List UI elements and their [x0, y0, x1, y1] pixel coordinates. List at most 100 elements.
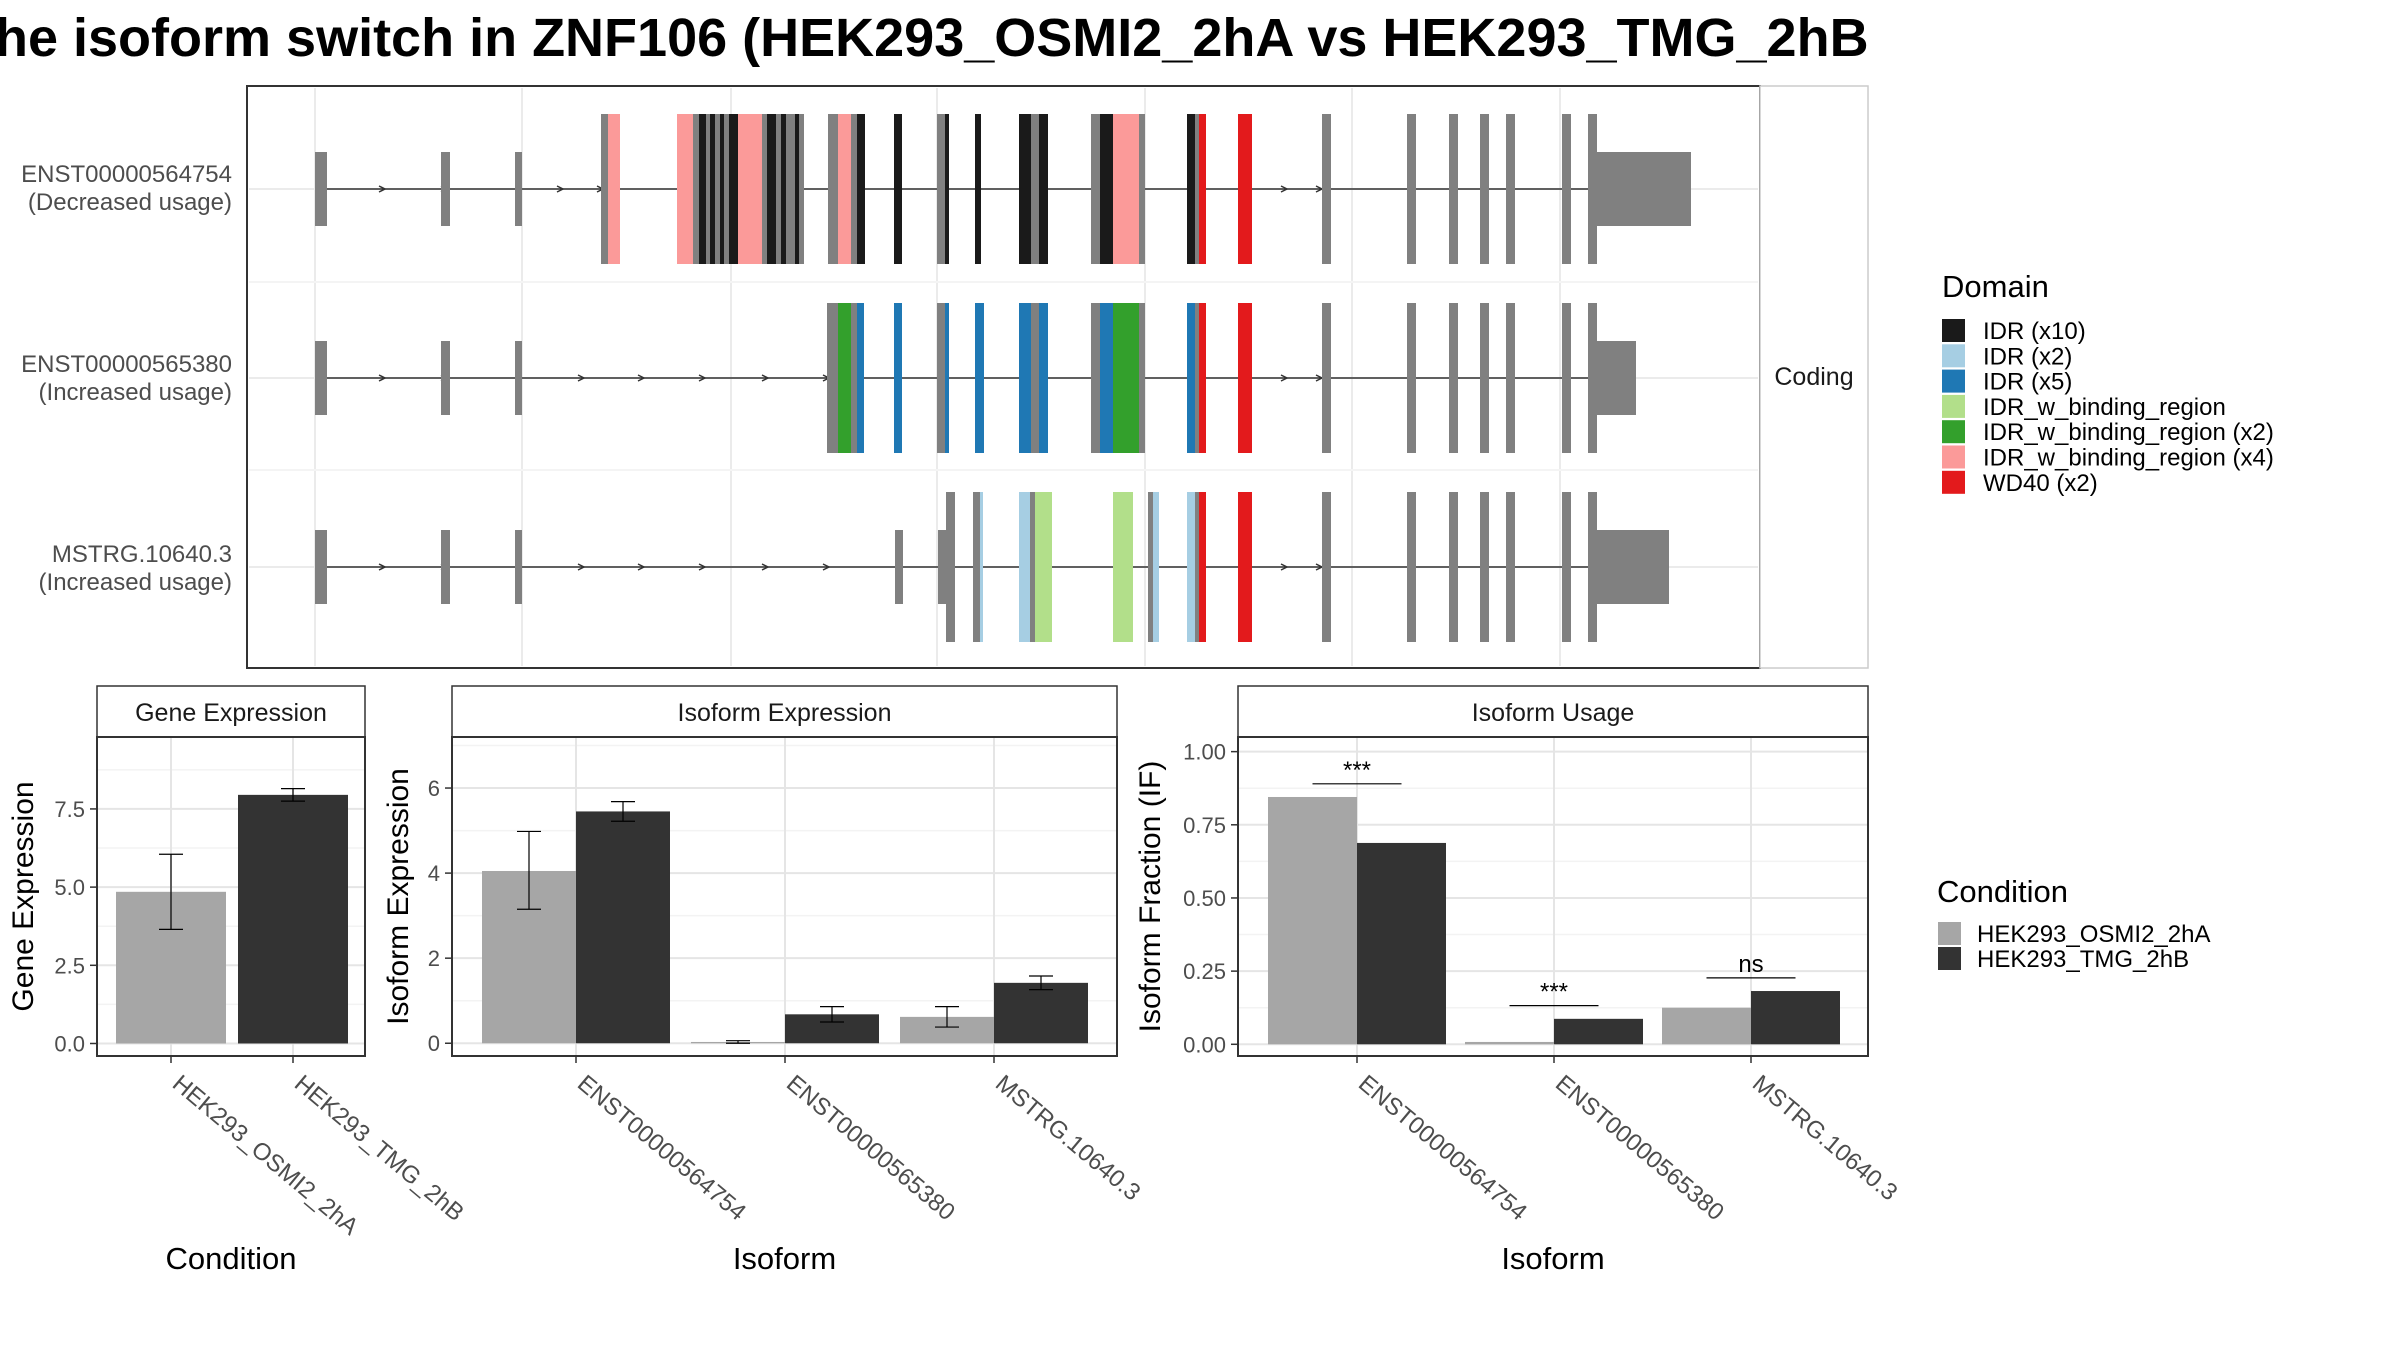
significance-label: ns — [1738, 951, 1763, 978]
strand-arrow — [698, 563, 707, 571]
y-tick-label: 1.00 — [1183, 740, 1226, 765]
coding-exon — [693, 114, 699, 264]
domain-segment — [1019, 303, 1031, 453]
bar — [238, 794, 348, 1044]
utr-exon — [441, 341, 450, 415]
coding-exon — [1030, 492, 1035, 642]
domain-segment — [1039, 303, 1048, 453]
domain-segment — [857, 303, 864, 453]
coding-exon — [1031, 303, 1039, 453]
y-tick-label: 2 — [428, 946, 440, 971]
bar — [1662, 1007, 1751, 1045]
isoform-usage-chart: Isoform Usage *** *** ns 0.00 0.25 0.50 0.75 1.0… — [1134, 685, 1902, 1276]
x-axis-label: Isoform — [1501, 1241, 1604, 1276]
coding-exon — [973, 492, 980, 642]
isoform-label-2: ENST00000565380 — [21, 351, 232, 378]
bar — [1268, 796, 1357, 1045]
utr-exon — [315, 341, 327, 415]
significance-label: *** — [1540, 979, 1568, 1006]
coding-exon — [1195, 303, 1199, 453]
isoform-usage-1: (Decreased usage) — [28, 189, 232, 216]
domain-legend-items: IDR (x10)IDR (x2)IDR (x5)IDR_w_binding_r… — [1942, 318, 2274, 497]
domain-segment — [1035, 492, 1052, 642]
utr-exon — [515, 341, 522, 415]
domain-segment — [1187, 303, 1195, 453]
x-tick-label: ENST00000565380 — [1550, 1070, 1729, 1226]
isoform-label-3: MSTRG.10640.3 — [52, 541, 232, 568]
coding-exon — [1322, 492, 1331, 642]
coding-exon — [937, 303, 945, 453]
coding-exon — [1562, 492, 1571, 642]
bar — [1751, 991, 1840, 1045]
strand-arrow — [556, 185, 565, 193]
coding-exon — [946, 492, 955, 642]
strand-arrow — [378, 374, 387, 382]
utr-exon — [441, 152, 450, 226]
y-tick-label: 4 — [428, 861, 440, 886]
domain-segment — [1153, 492, 1159, 642]
coding-exon — [827, 303, 838, 453]
domain-segment — [838, 303, 851, 453]
coding-exon — [799, 114, 804, 264]
isoform-track-3 — [315, 492, 1669, 642]
figure-title: he isoform switch in ZNF106 (HEK293_OSMI… — [0, 8, 1869, 68]
plot-frame — [96, 736, 366, 1057]
domain-legend-key — [1942, 445, 1965, 469]
panel-title: Isoform Usage — [1472, 699, 1635, 727]
coding-exon — [937, 114, 945, 264]
domain-segment — [1039, 114, 1048, 264]
coding-exon — [1590, 492, 1595, 642]
condition-legend-title: Condition — [1937, 874, 2068, 909]
domain-segment — [1238, 303, 1252, 453]
domain-legend-key — [1942, 369, 1965, 393]
condition-legend-key — [1938, 922, 1961, 945]
x-tick-label: ENST00000564754 — [1353, 1070, 1532, 1226]
domain-segment — [1100, 303, 1113, 453]
domain-segment — [781, 114, 786, 264]
strand-arrow — [577, 374, 586, 382]
domain-segment — [857, 114, 865, 264]
utr-exon — [315, 530, 327, 604]
domain-segment — [894, 303, 902, 453]
domain-legend: Domain IDR (x10)IDR (x2)IDR (x5)IDR_w_bi… — [1942, 269, 2274, 497]
domain-segment — [729, 114, 738, 264]
x-tick-label: ENST00000564754 — [572, 1070, 751, 1226]
plot-frame — [1237, 736, 1869, 1057]
y-tick-label: 0.25 — [1183, 959, 1226, 984]
y-axis-label: Isoform Fraction (IF) — [1134, 761, 1167, 1033]
strand-arrow — [822, 563, 831, 571]
coding-exon — [1480, 303, 1489, 453]
domain-legend-key — [1942, 319, 1965, 342]
domain-segment — [795, 114, 799, 264]
coding-exon — [1449, 114, 1458, 264]
isoform-usage-2: (Increased usage) — [39, 379, 232, 406]
domain-segment — [1100, 114, 1113, 264]
domain-legend-label: IDR_w_binding_region — [1983, 394, 2226, 421]
domain-legend-label: IDR (x2) — [1983, 343, 2072, 370]
domain-segment — [1113, 303, 1139, 453]
y-tick-label: 2.5 — [54, 953, 85, 978]
coding-exon — [762, 114, 767, 264]
domain-legend-key — [1942, 470, 1965, 494]
domain-segment — [945, 114, 949, 264]
coding-exon — [1407, 303, 1416, 453]
x-axis-label: Isoform — [733, 1241, 836, 1276]
strand-arrow — [378, 185, 387, 193]
strand-arrow — [1280, 185, 1289, 193]
domain-legend-key — [1942, 344, 1965, 368]
domain-legend-key — [1942, 394, 1965, 418]
domain-segment — [1019, 114, 1031, 264]
coding-exon — [1407, 114, 1416, 264]
strand-arrow — [1280, 374, 1289, 382]
strand-arrow — [637, 374, 646, 382]
utr-exon — [938, 530, 946, 604]
condition-legend-label: HEK293_OSMI2_2hA — [1977, 921, 2210, 948]
panel-strip — [96, 685, 366, 738]
strand-arrow — [378, 563, 387, 571]
domain-segment — [738, 114, 762, 264]
domain-segment — [980, 492, 983, 642]
strand-arrow — [761, 374, 770, 382]
coding-exon — [1091, 303, 1100, 453]
